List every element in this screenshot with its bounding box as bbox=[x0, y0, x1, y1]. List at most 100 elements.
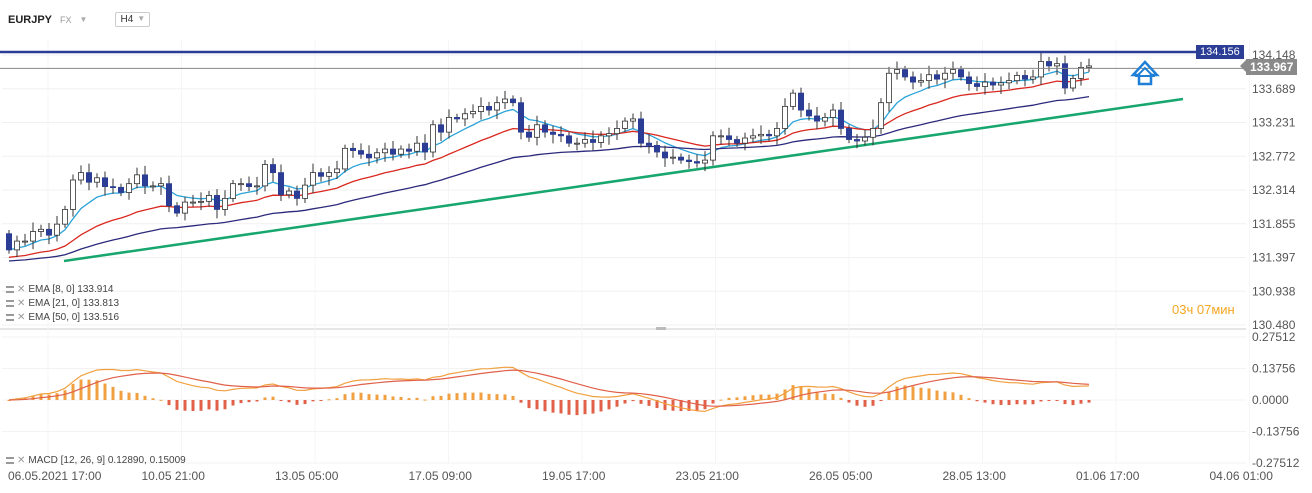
hamburger-icon[interactable] bbox=[6, 314, 14, 321]
macd-histogram-bar bbox=[295, 400, 299, 405]
macd-histogram-bar bbox=[95, 380, 99, 400]
macd-histogram-bar bbox=[359, 392, 363, 400]
macd-histogram-bar bbox=[1071, 400, 1075, 406]
candle-body bbox=[846, 128, 853, 140]
macd-histogram-bar bbox=[159, 399, 163, 401]
candle-body bbox=[13, 240, 20, 251]
candle-body bbox=[293, 190, 300, 199]
macd-histogram-bar bbox=[751, 395, 755, 400]
legend-ema8[interactable]: ✕ EMA [8, 0] 133.914 bbox=[6, 284, 113, 295]
macd-histogram-bar bbox=[31, 395, 35, 400]
candle-body bbox=[349, 147, 356, 151]
macd-histogram-bar bbox=[703, 400, 707, 410]
macd-histogram-bar bbox=[111, 386, 115, 400]
macd-histogram-bar bbox=[191, 400, 195, 411]
candle-body bbox=[421, 142, 428, 153]
candle-body bbox=[437, 124, 444, 133]
macd-histogram-bar bbox=[975, 400, 979, 402]
macd-histogram-bar bbox=[1047, 400, 1051, 401]
timeframe-select[interactable]: H4 ▼ bbox=[115, 12, 151, 27]
candle-body bbox=[261, 164, 268, 187]
hamburger-icon[interactable] bbox=[6, 286, 14, 293]
close-icon[interactable]: ✕ bbox=[17, 298, 26, 309]
candle-body bbox=[493, 102, 500, 111]
macd-histogram-bar bbox=[591, 400, 595, 414]
macd-histogram-bar bbox=[103, 383, 107, 400]
symbol-name[interactable]: EURJPY bbox=[8, 13, 53, 26]
close-icon[interactable]: ✕ bbox=[17, 455, 26, 466]
macd-histogram-bar bbox=[87, 379, 91, 400]
macd-histogram-bar bbox=[527, 400, 531, 409]
candle-body bbox=[245, 183, 252, 188]
chevron-down-icon[interactable]: ▼ bbox=[79, 15, 88, 24]
candle-body bbox=[317, 172, 324, 177]
macd-histogram-bar bbox=[551, 400, 555, 413]
candle-body bbox=[702, 159, 709, 164]
candle-body bbox=[886, 72, 893, 104]
price-tick-label: 132.772 bbox=[1252, 149, 1296, 163]
macd-histogram-bar bbox=[583, 400, 587, 415]
time-tick-label: 01.06 17:00 bbox=[1076, 469, 1140, 483]
time-tick-label: 28.05 13:00 bbox=[943, 469, 1007, 483]
close-icon[interactable]: ✕ bbox=[17, 312, 26, 323]
timeframe-value: H4 bbox=[120, 14, 134, 25]
time-tick-label: 06.05.2021 17:00 bbox=[8, 469, 102, 483]
candle-body bbox=[638, 118, 645, 144]
macd-histogram-bar bbox=[759, 394, 763, 400]
candle-body bbox=[205, 195, 212, 202]
macd-histogram-bar bbox=[951, 392, 955, 400]
candle-body bbox=[926, 74, 933, 82]
macd-histogram-bar bbox=[223, 400, 227, 410]
candle-body bbox=[485, 105, 492, 111]
macd-histogram-bar bbox=[463, 392, 467, 400]
hamburger-icon[interactable] bbox=[6, 457, 14, 464]
candle-body bbox=[662, 151, 669, 159]
macd-histogram-bar bbox=[687, 400, 691, 412]
legend-ema21[interactable]: ✕ EMA [21, 0] 133.813 bbox=[6, 298, 119, 309]
candle-body bbox=[686, 159, 693, 162]
candle-body bbox=[750, 135, 757, 139]
macd-histogram-bar bbox=[911, 386, 915, 400]
candle-body bbox=[213, 195, 220, 210]
macd-histogram-bar bbox=[167, 400, 171, 406]
candle-body bbox=[582, 139, 589, 144]
macd-histogram-bar bbox=[839, 397, 843, 400]
macd-histogram-bar bbox=[743, 396, 747, 400]
macd-histogram-bar bbox=[1055, 400, 1059, 401]
time-tick-label: 26.05 05:00 bbox=[809, 469, 873, 483]
macd-histogram-bar bbox=[79, 379, 83, 400]
macd-histogram-bar bbox=[479, 392, 483, 400]
candle-body bbox=[806, 109, 813, 117]
candle-body bbox=[646, 142, 653, 146]
candle-body bbox=[325, 172, 332, 177]
macd-histogram-bar bbox=[815, 391, 819, 400]
macd-histogram-bar bbox=[247, 400, 251, 403]
legend-ema50[interactable]: ✕ EMA [50, 0] 133.516 bbox=[6, 312, 119, 323]
candle-body bbox=[46, 228, 53, 236]
macd-histogram-bar bbox=[503, 394, 507, 400]
candle-body bbox=[838, 109, 845, 129]
macd-histogram-bar bbox=[679, 400, 683, 412]
macd-histogram-bar bbox=[935, 390, 939, 400]
legend-macd[interactable]: ✕ MACD [12, 26, 9] 0.12890, 0.15009 bbox=[6, 455, 186, 466]
candle-body bbox=[942, 72, 949, 80]
close-icon[interactable]: ✕ bbox=[17, 284, 26, 295]
candle-body bbox=[285, 190, 292, 196]
candle-body bbox=[758, 133, 765, 137]
macd-histogram-bar bbox=[407, 398, 411, 400]
candle-body bbox=[477, 105, 484, 112]
macd-histogram-bar bbox=[495, 394, 499, 400]
candle-body bbox=[782, 105, 789, 129]
macd-histogram-bar bbox=[607, 400, 611, 410]
macd-histogram-bar bbox=[375, 394, 379, 400]
candle-body bbox=[614, 128, 621, 135]
countdown-hours: 03 bbox=[1172, 302, 1187, 317]
macd-histogram-bar bbox=[487, 393, 491, 400]
macd-histogram-bar bbox=[39, 394, 43, 400]
hamburger-icon[interactable] bbox=[6, 300, 14, 307]
macd-histogram-bar bbox=[647, 400, 651, 406]
macd-histogram-bar bbox=[391, 396, 395, 400]
price-tick-label: 130.938 bbox=[1252, 284, 1296, 298]
candle-body bbox=[237, 183, 244, 186]
